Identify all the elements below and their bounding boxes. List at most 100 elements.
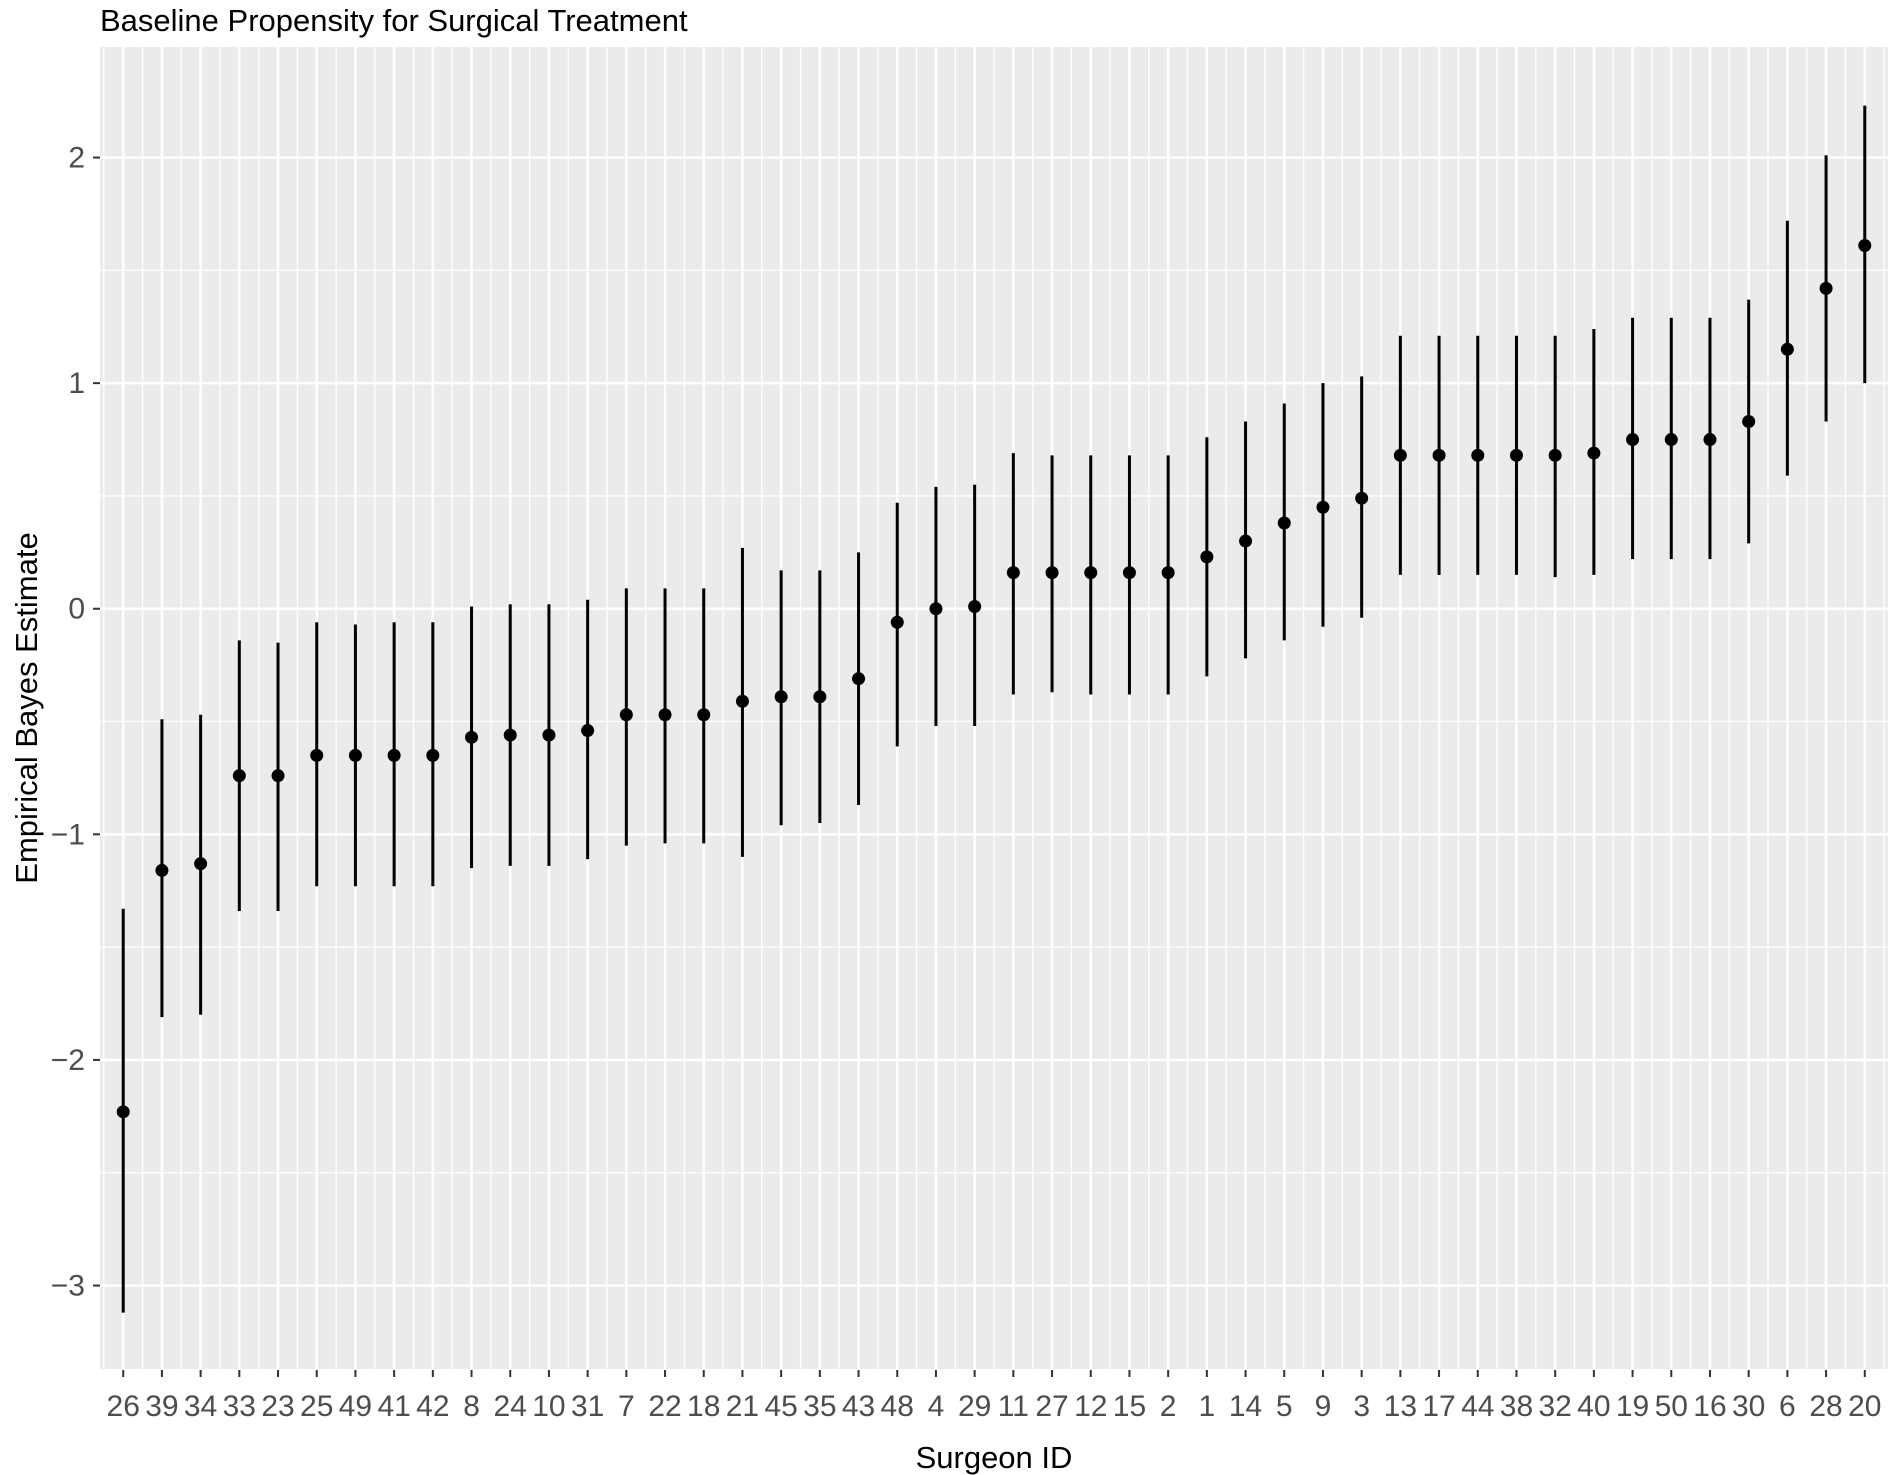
chart-title: Baseline Propensity for Surgical Treatme…	[100, 3, 688, 38]
data-point	[1084, 566, 1098, 580]
y-tick-label: −3	[51, 1270, 85, 1303]
x-tick-label: 18	[687, 1390, 720, 1423]
data-point	[465, 730, 479, 744]
x-tick-label: 16	[1693, 1390, 1726, 1423]
data-point	[1045, 566, 1059, 580]
x-tick-label: 5	[1276, 1390, 1293, 1423]
data-point	[852, 672, 866, 686]
data-point	[619, 708, 633, 722]
data-point	[1509, 448, 1523, 462]
x-tick-label: 44	[1461, 1390, 1494, 1423]
x-tick-label: 27	[1035, 1390, 1068, 1423]
data-point	[890, 615, 904, 629]
data-point	[155, 863, 169, 877]
data-point	[271, 769, 285, 783]
data-point	[1587, 446, 1601, 460]
data-point	[348, 748, 362, 762]
x-tick-label: 3	[1353, 1390, 1370, 1423]
data-point	[1703, 433, 1717, 447]
x-tick-label: 48	[881, 1390, 914, 1423]
data-point	[1432, 448, 1446, 462]
data-point	[1200, 550, 1214, 564]
x-tick-label: 12	[1074, 1390, 1107, 1423]
x-tick-label: 38	[1500, 1390, 1533, 1423]
x-tick-label: 9	[1315, 1390, 1332, 1423]
data-point	[697, 708, 711, 722]
x-tick-label: 41	[377, 1390, 410, 1423]
data-point	[968, 599, 982, 613]
x-tick-label: 30	[1732, 1390, 1765, 1423]
x-tick-label: 45	[764, 1390, 797, 1423]
x-tick-label: 10	[532, 1390, 565, 1423]
x-tick-label: 13	[1384, 1390, 1417, 1423]
x-tick-label: 33	[223, 1390, 256, 1423]
data-point	[116, 1105, 130, 1119]
x-tick-label: 22	[648, 1390, 681, 1423]
x-axis-title: Surgeon ID	[915, 1440, 1073, 1475]
x-tick-label: 42	[416, 1390, 449, 1423]
data-point	[581, 724, 595, 738]
y-tick-label: 1	[68, 367, 85, 400]
x-tick-label: 49	[339, 1390, 372, 1423]
x-tick-label: 35	[803, 1390, 836, 1423]
x-tick-label: 2	[1160, 1390, 1177, 1423]
x-tick-label: 20	[1848, 1390, 1881, 1423]
x-tick-label: 21	[726, 1390, 759, 1423]
x-tick-label: 23	[261, 1390, 294, 1423]
x-tick-label: 39	[145, 1390, 178, 1423]
data-point	[1780, 342, 1794, 356]
data-point	[1393, 448, 1407, 462]
x-tick-label: 50	[1655, 1390, 1688, 1423]
data-point	[1316, 500, 1330, 514]
x-tick-label: 17	[1422, 1390, 1455, 1423]
x-tick-label: 1	[1199, 1390, 1216, 1423]
y-tick-label: 0	[68, 593, 85, 626]
x-tick-label: 26	[107, 1390, 140, 1423]
x-tick-label: 8	[463, 1390, 480, 1423]
data-point	[232, 769, 246, 783]
x-tick-label: 19	[1616, 1390, 1649, 1423]
data-point	[774, 690, 788, 704]
data-point	[1239, 534, 1253, 548]
data-point	[813, 690, 827, 704]
x-tick-label: 14	[1229, 1390, 1262, 1423]
data-point	[1122, 566, 1136, 580]
data-point	[1277, 516, 1291, 530]
data-point	[658, 708, 672, 722]
x-tick-label: 40	[1577, 1390, 1610, 1423]
data-point	[387, 748, 401, 762]
data-point	[1471, 448, 1485, 462]
x-tick-label: 31	[571, 1390, 604, 1423]
x-tick-label: 43	[842, 1390, 875, 1423]
data-point	[1006, 566, 1020, 580]
data-point	[194, 857, 208, 871]
x-tick-label: 24	[494, 1390, 527, 1423]
x-tick-label: 34	[184, 1390, 217, 1423]
data-point	[1355, 491, 1369, 505]
y-tick-label: −2	[51, 1044, 85, 1077]
data-point	[1626, 433, 1640, 447]
data-point	[542, 728, 556, 742]
data-point	[503, 728, 517, 742]
data-point	[310, 748, 324, 762]
data-point	[1161, 566, 1175, 580]
data-point	[1858, 239, 1872, 253]
x-tick-label: 15	[1113, 1390, 1146, 1423]
x-tick-label: 7	[618, 1390, 635, 1423]
x-tick-label: 25	[300, 1390, 333, 1423]
y-tick-label: 2	[68, 142, 85, 175]
data-point	[1819, 281, 1833, 295]
x-tick-label: 4	[928, 1390, 945, 1423]
data-point	[1742, 414, 1756, 428]
x-tick-label: 11	[998, 1390, 1029, 1423]
data-point	[1664, 433, 1678, 447]
x-tick-label: 29	[958, 1390, 991, 1423]
data-point	[426, 748, 440, 762]
data-point	[735, 694, 749, 708]
x-tick-label: 28	[1809, 1390, 1842, 1423]
x-tick-label: 32	[1538, 1390, 1571, 1423]
y-tick-label: −1	[51, 818, 85, 851]
data-point	[929, 602, 943, 616]
data-point	[1548, 448, 1562, 462]
